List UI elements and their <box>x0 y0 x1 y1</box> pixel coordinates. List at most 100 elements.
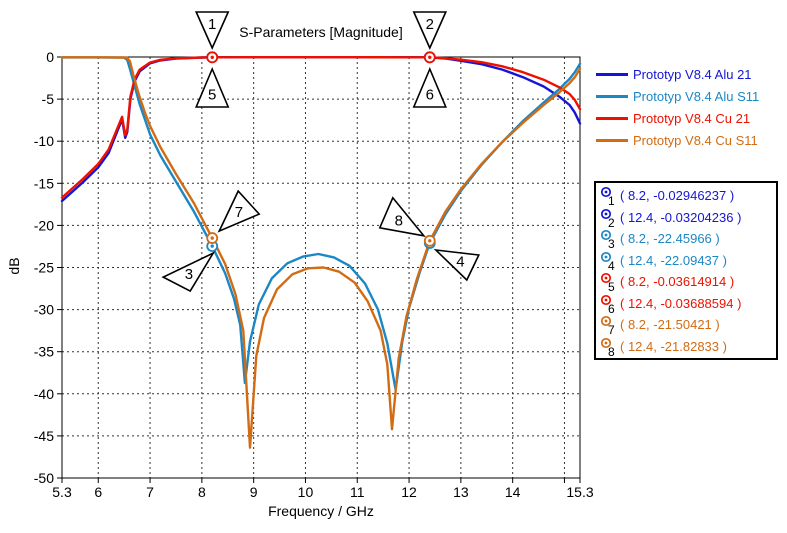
marker-readout-text: ( 12.4, -22.09437 ) <box>620 252 727 268</box>
x-axis-label: Frequency / GHz <box>268 503 374 519</box>
curve-prototyp-v8-4-alu-21[interactable] <box>60 56 582 203</box>
marker-flag-number: 3 <box>185 266 193 283</box>
marker-readout-text: ( 12.4, -21.82833 ) <box>620 338 727 354</box>
marker-flag-number: 8 <box>395 212 403 229</box>
marker-flag-3[interactable]: 3 <box>161 251 216 293</box>
marker-index-number: 3 <box>608 237 615 249</box>
marker-readout-row: 3 ( 8.2, -22.45966 ) <box>600 228 776 250</box>
marker-index-number: 5 <box>608 280 615 292</box>
chart-title: S-Parameters [Magnitude] <box>239 24 403 40</box>
svg-text:-20: -20 <box>34 217 54 233</box>
svg-text:7: 7 <box>146 484 154 500</box>
axis-ticks <box>57 56 581 483</box>
marker-ring-icon: 5 <box>600 273 615 292</box>
marker-flag-7[interactable]: 7 <box>217 189 261 233</box>
y-axis-label: dB <box>6 257 22 275</box>
marker-flag-number: 2 <box>426 16 434 33</box>
legend-label: Prototyp V8.4 Cu S11 <box>633 132 758 148</box>
svg-text:15.3: 15.3 <box>566 484 593 500</box>
svg-text:11: 11 <box>350 484 365 500</box>
svg-text:8: 8 <box>198 484 206 500</box>
svg-text:12: 12 <box>401 484 417 500</box>
marker-ring-icon: 8 <box>600 337 615 357</box>
svg-text:10: 10 <box>298 484 314 500</box>
marker-value-box: 1 ( 8.2, -0.02946237 ) 2 ( 12.4, -0.0320423… <box>594 181 778 360</box>
marker-readout-row: 8 ( 12.4, -21.82833 ) <box>600 336 776 358</box>
marker-flag-number: 4 <box>456 254 464 271</box>
marker-point-8[interactable] <box>423 234 436 247</box>
marker-index-number: 7 <box>608 323 615 335</box>
legend-item[interactable]: Prototyp V8.4 Alu 21 <box>596 63 759 85</box>
legend-line-swatch <box>596 116 628 120</box>
marker-readout-row: 7 ( 8.2, -21.50421 ) <box>600 314 776 336</box>
svg-text:0: 0 <box>46 49 54 65</box>
svg-text:-15: -15 <box>34 175 54 191</box>
svg-text:-45: -45 <box>34 428 54 444</box>
axis-tick-labels: 5.3 6 7 8 9 10 11 12 13 14 15.3 0 -5 -10 -15 -20 -25 -30 -… <box>34 49 594 500</box>
marker-index-number: 8 <box>608 345 615 357</box>
marker-point-7[interactable] <box>206 232 219 244</box>
svg-text:-10: -10 <box>34 133 54 149</box>
marker-point-3[interactable] <box>206 240 219 253</box>
marker-ring-icon: 1 <box>600 187 615 206</box>
marker-readout-row: 4 ( 12.4, -22.09437 ) <box>600 250 776 272</box>
marker-points <box>206 51 436 253</box>
legend-label: Prototyp V8.4 Alu 21 <box>633 66 752 82</box>
marker-index-number: 4 <box>608 259 615 271</box>
legend-item[interactable]: Prototyp V8.4 Cu 21 <box>596 107 759 129</box>
svg-text:-35: -35 <box>34 344 54 360</box>
marker-readout-text: ( 8.2, -22.45966 ) <box>620 231 720 247</box>
marker-flag-6[interactable]: 6 <box>412 66 448 108</box>
marker-point-6[interactable] <box>423 51 436 64</box>
legend-line-swatch <box>596 72 628 76</box>
svg-text:-40: -40 <box>34 386 54 402</box>
marker-flag-2[interactable]: 2 <box>412 11 448 50</box>
svg-text:-25: -25 <box>34 260 54 276</box>
marker-readout-row: 6 ( 12.4, -0.03688594 ) <box>600 293 776 315</box>
marker-readout-row: 2 ( 12.4, -0.03204236 ) <box>600 207 776 229</box>
legend: Prototyp V8.4 Alu 21 Prototyp V8.4 Alu S1… <box>596 63 759 151</box>
legend-item[interactable]: Prototyp V8.4 Cu S11 <box>596 129 759 151</box>
legend-label: Prototyp V8.4 Cu 21 <box>633 110 751 126</box>
marker-point-5[interactable] <box>206 51 219 64</box>
svg-text:-50: -50 <box>34 470 54 486</box>
curve-prototyp-v8-4-cu-21[interactable] <box>60 56 582 199</box>
marker-ring-icon: 6 <box>600 294 615 314</box>
marker-readout-text: ( 8.2, -21.50421 ) <box>620 317 720 333</box>
marker-readout-row: 1 ( 8.2, -0.02946237 ) <box>600 185 776 207</box>
svg-text:-5: -5 <box>42 91 55 107</box>
marker-flag-1[interactable]: 1 <box>194 11 230 50</box>
marker-flag-4[interactable]: 4 <box>433 248 481 282</box>
marker-ring-icon: 2 <box>600 208 615 228</box>
marker-flag-8[interactable]: 8 <box>378 196 426 237</box>
legend-line-swatch <box>596 138 628 142</box>
svg-text:6: 6 <box>94 484 102 500</box>
svg-text:-30: -30 <box>34 302 54 318</box>
marker-readout-text: ( 8.2, -0.03614914 ) <box>620 274 735 290</box>
marker-flags: 1 2 3 4 5 6 7 8 <box>161 11 481 293</box>
marker-ring-icon: 7 <box>600 316 615 335</box>
curve-prototyp-v8-4-cu-s11[interactable] <box>60 56 582 449</box>
marker-readout-row: 5 ( 8.2, -0.03614914 ) <box>600 271 776 293</box>
curve-prototyp-v8-4-alu-s11[interactable] <box>60 56 582 391</box>
marker-flag-number: 6 <box>426 86 434 103</box>
svg-text:9: 9 <box>250 484 258 500</box>
svg-text:5.3: 5.3 <box>52 484 72 500</box>
marker-index-number: 6 <box>608 302 615 314</box>
marker-flag-number: 7 <box>235 204 243 221</box>
marker-index-number: 2 <box>608 216 615 228</box>
marker-readout-text: ( 8.2, -0.02946237 ) <box>620 188 735 204</box>
legend-item[interactable]: Prototyp V8.4 Alu S11 <box>596 85 759 107</box>
marker-flag-number: 1 <box>208 16 216 33</box>
svg-text:14: 14 <box>505 484 521 500</box>
marker-readout-text: ( 12.4, -0.03204236 ) <box>620 209 742 225</box>
marker-flag-number: 5 <box>208 86 216 103</box>
legend-label: Prototyp V8.4 Alu S11 <box>633 88 760 104</box>
marker-ring-icon: 3 <box>600 230 615 249</box>
marker-flag-5[interactable]: 5 <box>194 66 230 108</box>
svg-text:13: 13 <box>453 484 469 500</box>
legend-line-swatch <box>596 94 628 98</box>
curves <box>60 56 582 449</box>
